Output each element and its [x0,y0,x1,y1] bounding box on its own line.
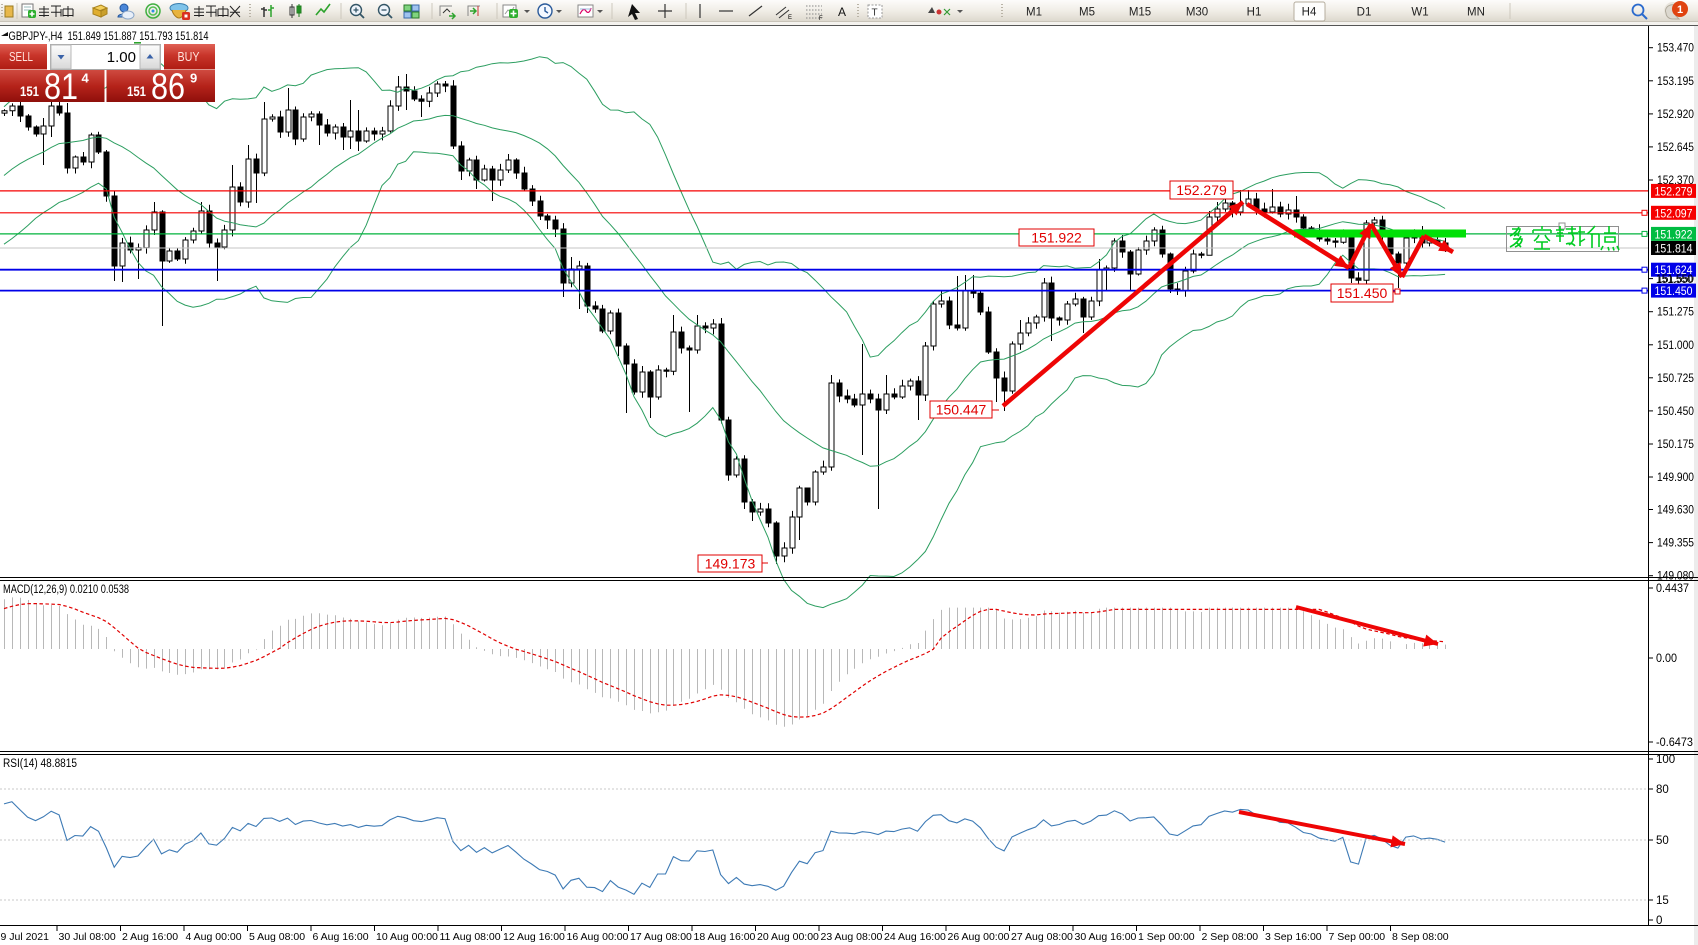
svg-text:0.00: 0.00 [1656,653,1677,665]
svg-text:151: 151 [127,84,146,99]
svg-text:E: E [788,15,792,21]
svg-text:151.000: 151.000 [1657,340,1694,352]
svg-text:SELL: SELL [9,50,33,64]
svg-text:T: T [872,8,878,19]
svg-text:4: 4 [82,71,90,86]
svg-text:15: 15 [1656,895,1669,907]
svg-text:151.922: 151.922 [1655,229,1693,241]
svg-text:3 Sep 16:00: 3 Sep 16:00 [1265,931,1322,943]
svg-text:149.173: 149.173 [705,556,756,572]
svg-text:149.900: 149.900 [1657,472,1694,484]
svg-text:2 Sep 08:00: 2 Sep 08:00 [1202,931,1259,943]
svg-text:150.450: 150.450 [1657,406,1694,418]
svg-text:151.849 151.887 151.793 151.81: 151.849 151.887 151.793 151.814 [68,29,209,43]
svg-text:27 Aug 08:00: 27 Aug 08:00 [1011,931,1073,943]
svg-text:81: 81 [44,66,78,107]
svg-text:26 Aug 00:00: 26 Aug 00:00 [948,931,1010,943]
svg-text:149.630: 149.630 [1657,505,1694,517]
svg-text:M5: M5 [1079,7,1095,19]
svg-text:150.725: 150.725 [1657,373,1694,385]
svg-text:MACD(12,26,9) 0.0210 0.0538: MACD(12,26,9) 0.0210 0.0538 [3,584,129,596]
svg-text:152.279: 152.279 [1176,182,1227,198]
svg-text:151: 151 [20,84,39,99]
svg-text:151.624: 151.624 [1655,265,1694,277]
svg-text:86: 86 [151,66,185,107]
svg-text:16 Aug 00:00: 16 Aug 00:00 [567,931,629,943]
svg-text:23 Aug 08:00: 23 Aug 08:00 [821,931,883,943]
svg-text:1.00: 1.00 [107,49,136,66]
svg-text:50: 50 [1656,835,1669,847]
svg-text:9 Jul 2021: 9 Jul 2021 [1,931,50,943]
svg-text:1 Sep 00:00: 1 Sep 00:00 [1138,931,1195,943]
svg-text:5 Aug 08:00: 5 Aug 08:00 [249,931,305,943]
svg-text:D1: D1 [1357,7,1372,19]
svg-text:1: 1 [1677,4,1683,16]
svg-text:M15: M15 [1129,7,1151,19]
svg-text:10 Aug 00:00: 10 Aug 00:00 [376,931,438,943]
svg-text:153.195: 153.195 [1657,76,1694,88]
svg-text:152.097: 152.097 [1655,208,1693,220]
svg-text:18 Aug 16:00: 18 Aug 16:00 [694,931,756,943]
svg-text:152.279: 152.279 [1655,186,1693,198]
svg-text:M1: M1 [1026,7,1042,19]
svg-text:H4: H4 [1302,7,1317,19]
svg-text:150.175: 150.175 [1657,439,1694,451]
svg-text:24 Aug 16:00: 24 Aug 16:00 [884,931,946,943]
svg-text:30 Jul 08:00: 30 Jul 08:00 [59,931,116,943]
svg-text:W1: W1 [1411,7,1428,19]
svg-text:100: 100 [1656,754,1675,766]
svg-text:M30: M30 [1186,7,1208,19]
svg-text:150.447: 150.447 [936,402,987,418]
svg-text:RSI(14) 48.8815: RSI(14) 48.8815 [3,758,77,770]
svg-text:8 Sep 08:00: 8 Sep 08:00 [1392,931,1449,943]
svg-text:17 Aug 08:00: 17 Aug 08:00 [630,931,692,943]
svg-text:9: 9 [190,71,197,86]
svg-text:MN: MN [1467,7,1485,19]
svg-text:2 Aug 16:00: 2 Aug 16:00 [122,931,178,943]
svg-text:0: 0 [1656,915,1662,927]
svg-text:30 Aug 16:00: 30 Aug 16:00 [1075,931,1137,943]
svg-text:6 Aug 16:00: 6 Aug 16:00 [313,931,369,943]
svg-text:151.922: 151.922 [1031,230,1082,246]
svg-text:F: F [819,16,823,22]
svg-text:GBPJPY-,H4: GBPJPY-,H4 [9,29,63,43]
svg-text:80: 80 [1656,784,1669,796]
svg-text:H1: H1 [1247,7,1262,19]
svg-text:BUY: BUY [178,50,201,64]
svg-text:151.814: 151.814 [1655,244,1694,256]
svg-text:151.275: 151.275 [1657,307,1694,319]
svg-text:149.080: 149.080 [1657,571,1694,583]
svg-text:151.450: 151.450 [1337,285,1388,301]
svg-text:151.450: 151.450 [1655,286,1693,298]
svg-text:151.550: 151.550 [1656,274,1693,286]
svg-text:A: A [838,5,846,19]
svg-text:12 Aug 16:00: 12 Aug 16:00 [503,931,565,943]
svg-text:-0.6473: -0.6473 [1656,737,1693,749]
svg-text:0.4437: 0.4437 [1656,583,1689,595]
svg-text:152.645: 152.645 [1657,142,1694,154]
svg-text:7 Sep 00:00: 7 Sep 00:00 [1329,931,1386,943]
svg-text:153.470: 153.470 [1657,43,1694,55]
svg-text:20 Aug 00:00: 20 Aug 00:00 [757,931,819,943]
svg-text:4 Aug 00:00: 4 Aug 00:00 [186,931,242,943]
svg-text:149.355: 149.355 [1657,538,1694,550]
svg-text:152.920: 152.920 [1657,109,1694,121]
svg-text:11 Aug 08:00: 11 Aug 08:00 [440,931,501,943]
